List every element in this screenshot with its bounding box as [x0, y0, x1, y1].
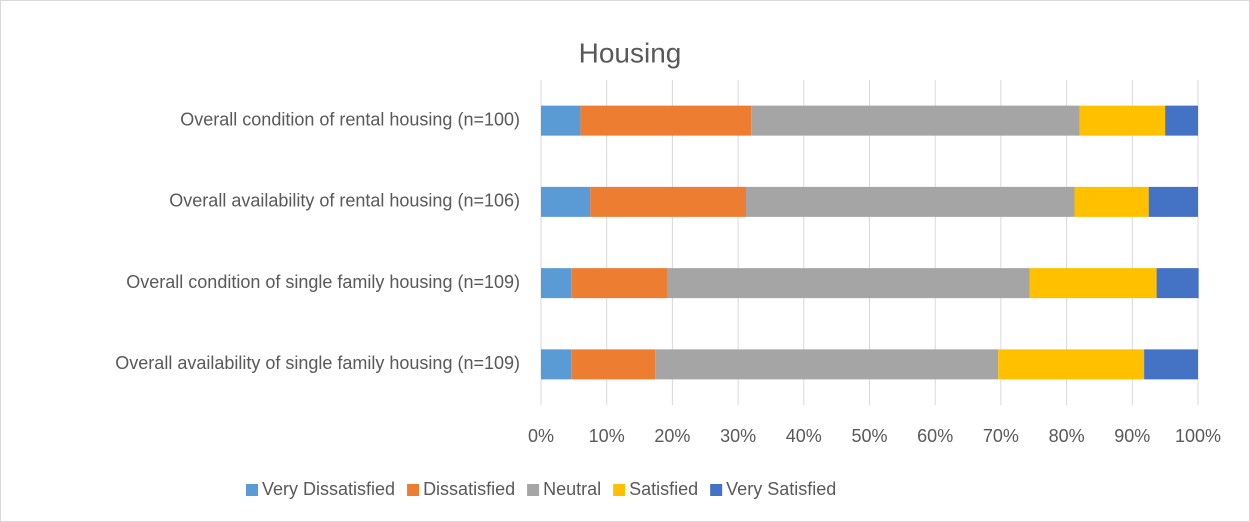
x-tick-label: 60% [917, 426, 953, 446]
legend-swatch [246, 484, 258, 496]
bar-segment [541, 268, 572, 299]
x-tick-label: 40% [786, 426, 822, 446]
bar-segment [541, 186, 591, 217]
bar-segment [571, 349, 656, 380]
legend-label: Very Satisfied [726, 479, 836, 499]
bar-segment [1165, 105, 1198, 136]
x-tick-label: 80% [1049, 426, 1085, 446]
x-tick-label: 0% [528, 426, 554, 446]
legend-swatch [527, 484, 540, 496]
legend-label: Satisfied [629, 479, 698, 499]
bar-segment [998, 349, 1145, 380]
y-tick-label: Overall condition of rental housing (n=1… [180, 109, 520, 129]
y-tick-label: Overall availability of rental housing (… [169, 191, 520, 211]
bar-segment [745, 186, 1075, 217]
x-tick-label: 10% [589, 426, 625, 446]
x-tick-label: 70% [983, 426, 1019, 446]
x-tick-label: 20% [654, 426, 690, 446]
x-tick-label: 50% [851, 426, 887, 446]
legend-swatch [710, 484, 723, 496]
bar-segment [667, 268, 1030, 299]
x-tick-label: 90% [1114, 426, 1150, 446]
legend-swatch [407, 484, 420, 496]
bar-segment [655, 349, 999, 380]
bar-segment [1074, 186, 1149, 217]
chart-title: Housing [579, 37, 682, 68]
bar-segment [1079, 105, 1166, 136]
y-tick-label: Overall availability of single family ho… [115, 353, 520, 373]
bar-segment [571, 268, 668, 299]
y-tick-label: Overall condition of single family housi… [126, 272, 520, 292]
legend-swatch [613, 484, 626, 496]
x-tick-label: 100% [1175, 426, 1221, 446]
legend-label: Very Dissatisfied [262, 479, 395, 499]
bar-segment [1148, 186, 1198, 217]
x-tick-label: 30% [720, 426, 756, 446]
bar-segment [580, 105, 752, 136]
legend-label: Dissatisfied [423, 479, 515, 499]
bar-segment [1156, 268, 1199, 299]
bar-segment [1144, 349, 1198, 380]
bar-segment [1029, 268, 1157, 299]
bar-segment [541, 349, 572, 380]
bar-segment [751, 105, 1080, 136]
bar-segment [541, 105, 581, 136]
bar-segment [590, 186, 746, 217]
legend-label: Neutral [543, 479, 601, 499]
